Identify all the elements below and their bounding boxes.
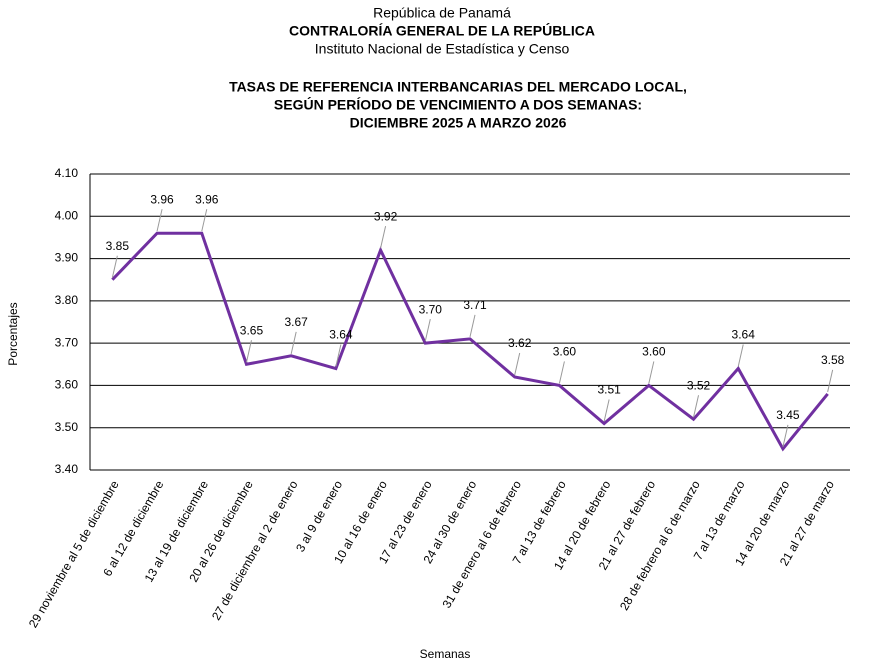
- data-label: 3.51: [597, 383, 621, 397]
- leader-line: [335, 344, 342, 367]
- y-tick-label: 3.50: [55, 420, 79, 434]
- data-label: 3.96: [150, 192, 174, 206]
- chart-title: SEGÚN PERÍODO DE VENCIMIENTO A DOS SEMAN…: [274, 96, 642, 113]
- x-tick-label: 3 al 9 de enero: [293, 478, 345, 555]
- leader-line: [380, 226, 387, 249]
- x-axis-title: Semanas: [420, 647, 471, 661]
- leader-line: [558, 361, 565, 384]
- data-label: 3.96: [195, 192, 219, 206]
- leader-line: [648, 361, 655, 384]
- x-tick-label: 27 de diciembre al 2 de enero: [209, 478, 301, 623]
- data-label: 3.67: [284, 315, 308, 329]
- data-label: 3.60: [553, 345, 577, 359]
- data-label: 3.92: [374, 209, 398, 223]
- chart-title: TASAS DE REFERENCIA INTERBANCARIAS DEL M…: [229, 79, 687, 95]
- leader-line: [424, 319, 431, 342]
- header-line: República de Panamá: [373, 5, 511, 21]
- data-label: 3.65: [240, 323, 264, 337]
- x-tick-label: 29 noviembre al 5 de diciembre: [26, 478, 122, 630]
- data-label: 3.64: [329, 328, 353, 342]
- data-label: 3.60: [642, 345, 666, 359]
- leader-line: [290, 331, 297, 354]
- leader-line: [693, 395, 700, 418]
- leader-line: [111, 255, 118, 278]
- chart-title: DICIEMBRE 2025 A MARZO 2026: [350, 115, 567, 131]
- x-tick-label: 31 de enero al 6 de febrero: [440, 478, 525, 611]
- leader-line: [469, 314, 476, 338]
- leader-line: [782, 424, 789, 447]
- leader-line: [245, 340, 252, 363]
- y-tick-label: 3.90: [55, 251, 79, 265]
- data-label: 3.71: [463, 298, 487, 312]
- leader-line: [201, 209, 208, 232]
- leader-line: [737, 344, 744, 367]
- data-label: 3.70: [419, 302, 443, 316]
- header-line: CONTRALORÍA GENERAL DE LA REPÚBLICA: [289, 22, 595, 39]
- data-label: 3.85: [106, 239, 130, 253]
- data-label: 3.52: [687, 378, 711, 392]
- data-label: 3.62: [508, 336, 532, 350]
- y-tick-label: 4.10: [55, 166, 79, 180]
- y-axis-title: Porcentajes: [6, 302, 20, 365]
- x-tick-label: 28 de febrero al 6 de marzo: [617, 478, 703, 613]
- y-tick-label: 3.70: [55, 335, 79, 349]
- leader-line: [603, 399, 610, 422]
- y-tick-label: 3.40: [55, 462, 79, 476]
- y-tick-label: 3.80: [55, 293, 79, 307]
- leader-line: [514, 352, 521, 376]
- y-tick-label: 4.00: [55, 208, 79, 222]
- data-line: [111, 231, 829, 452]
- leader-line: [156, 209, 163, 232]
- y-tick-label: 3.60: [55, 378, 79, 392]
- data-label: 3.58: [821, 353, 845, 367]
- data-label: 3.64: [732, 328, 756, 342]
- leader-line: [827, 369, 834, 392]
- header-line: Instituto Nacional de Estadística y Cens…: [315, 41, 570, 57]
- data-label: 3.45: [776, 408, 800, 422]
